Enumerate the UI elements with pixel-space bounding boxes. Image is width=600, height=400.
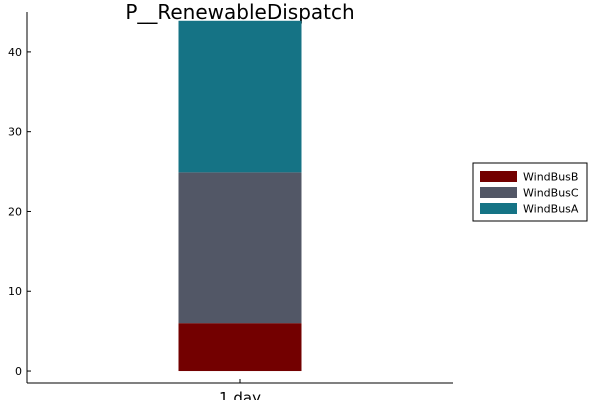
y-tick-label: 10 bbox=[8, 285, 22, 298]
legend-swatch-windbusb bbox=[480, 171, 517, 182]
chart-title: P__RenewableDispatch bbox=[125, 0, 354, 24]
bar-windbusb bbox=[178, 323, 302, 372]
legend: WindBusB WindBusC WindBusA bbox=[472, 162, 588, 222]
y-tick-label: 0 bbox=[15, 365, 22, 378]
legend-swatch-windbusa bbox=[480, 203, 517, 214]
plot-area bbox=[178, 20, 302, 372]
bar-windbusc bbox=[178, 172, 302, 324]
bar-windbusa bbox=[178, 20, 302, 173]
y-tick-label: 30 bbox=[8, 126, 22, 139]
y-axis: 0 10 20 30 40 bbox=[8, 12, 31, 383]
y-tick-label: 40 bbox=[8, 46, 22, 59]
legend-label-windbusb: WindBusB bbox=[523, 171, 578, 184]
legend-label-windbusa: WindBusA bbox=[523, 203, 579, 216]
legend-label-windbusc: WindBusC bbox=[523, 187, 579, 200]
legend-swatch-windbusc bbox=[480, 187, 517, 198]
x-axis: 1 day bbox=[27, 379, 453, 400]
x-tick-label: 1 day bbox=[219, 389, 261, 400]
y-tick-label: 20 bbox=[8, 205, 22, 218]
